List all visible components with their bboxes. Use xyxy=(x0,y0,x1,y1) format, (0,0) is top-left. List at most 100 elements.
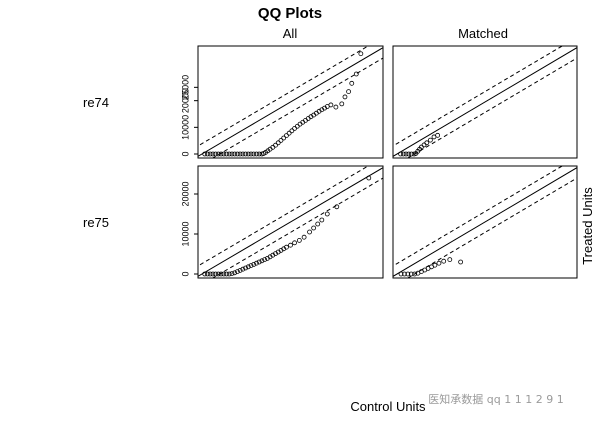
panel-re74-matched xyxy=(392,45,578,159)
qq-point xyxy=(342,94,348,100)
panel-frame xyxy=(197,165,384,279)
qq-point xyxy=(319,217,325,223)
qq-point xyxy=(421,142,427,148)
y-tick-label: 0 xyxy=(180,271,190,276)
qq-point xyxy=(234,151,240,157)
panel-frame xyxy=(197,45,384,159)
panel-plot-area xyxy=(393,46,577,158)
panel-plot-area xyxy=(393,166,577,278)
panel-group xyxy=(197,45,578,279)
qq-point xyxy=(346,89,351,94)
qq-point xyxy=(251,151,257,157)
qq-point xyxy=(207,151,213,157)
row-label-re75: re75 xyxy=(83,215,109,230)
qq-point xyxy=(205,271,210,277)
qq-point xyxy=(432,262,438,268)
qq-point xyxy=(221,271,227,277)
qq-point xyxy=(398,151,404,157)
column-label-all: All xyxy=(283,26,298,41)
qq-point xyxy=(324,211,330,217)
qq-point xyxy=(251,261,257,267)
qq-point xyxy=(262,257,268,263)
qq-point xyxy=(408,271,414,277)
y-tick-label: 25000 xyxy=(180,75,190,100)
qq-point xyxy=(248,151,254,157)
qq-point xyxy=(205,151,210,157)
qq-point xyxy=(409,151,414,157)
qq-point xyxy=(435,132,441,138)
qq-point xyxy=(349,80,355,86)
qq-point xyxy=(234,269,240,275)
qq-point xyxy=(256,259,262,265)
panel-re75-matched xyxy=(392,165,578,279)
qq-point xyxy=(218,271,224,277)
qq-point xyxy=(254,260,259,266)
qq-point xyxy=(412,271,418,277)
reference-line xyxy=(198,167,383,277)
qq-point xyxy=(229,151,235,157)
qq-point xyxy=(296,237,302,243)
qq-point xyxy=(215,151,221,157)
qq-point xyxy=(224,271,229,277)
y-tick-label: 10000 xyxy=(180,221,190,246)
y-tick-label: 0 xyxy=(180,151,190,156)
qq-point xyxy=(328,102,334,108)
qq-point xyxy=(213,151,219,157)
qq-point xyxy=(405,271,411,277)
qq-point xyxy=(406,151,412,157)
qq-point xyxy=(292,125,297,131)
qq-point xyxy=(256,151,262,157)
qq-point xyxy=(221,151,227,157)
y-axis-title: Treated Units xyxy=(580,187,595,265)
qq-point xyxy=(281,135,287,141)
qq-point xyxy=(278,137,284,143)
qq-point xyxy=(311,225,317,231)
qq-point xyxy=(215,271,221,277)
qq-point xyxy=(243,151,248,157)
qq-point xyxy=(436,260,442,266)
qq-point xyxy=(240,266,246,272)
column-label-matched: Matched xyxy=(458,26,508,41)
reference-line xyxy=(198,47,383,157)
lower-band-line xyxy=(406,57,577,158)
panel-plot-area xyxy=(198,166,383,278)
qq-point xyxy=(307,229,312,235)
qq-point xyxy=(210,151,216,157)
qq-point xyxy=(226,271,232,277)
qq-point xyxy=(288,242,293,248)
qq-point xyxy=(353,71,359,77)
reference-line xyxy=(393,167,577,277)
panel-re75-all xyxy=(197,165,384,279)
qq-point xyxy=(202,271,208,277)
qq-point xyxy=(403,151,409,157)
qq-point xyxy=(366,175,372,181)
qq-point xyxy=(289,128,295,134)
qq-point xyxy=(398,271,404,277)
qq-point xyxy=(202,151,208,157)
qq-point xyxy=(339,101,345,107)
qq-point xyxy=(232,151,238,157)
qq-point xyxy=(259,258,265,264)
lower-band-line xyxy=(211,177,383,278)
qq-point xyxy=(210,271,216,277)
qq-point xyxy=(400,151,406,157)
qq-point xyxy=(447,257,453,263)
qq-point xyxy=(240,151,246,157)
panel-frame xyxy=(392,45,578,159)
qq-point xyxy=(254,151,259,157)
x-axis-title: Control Units xyxy=(350,399,426,414)
qq-point xyxy=(334,204,340,210)
qq-point xyxy=(301,234,307,240)
qq-point xyxy=(284,244,289,250)
qq-point xyxy=(213,271,219,277)
qq-point xyxy=(245,151,251,157)
reference-line xyxy=(393,47,577,157)
qq-point xyxy=(237,151,243,157)
qq-point xyxy=(224,151,229,157)
qq-point xyxy=(294,123,300,129)
panel-plot-area xyxy=(198,46,383,158)
qq-point xyxy=(245,264,251,270)
qq-point xyxy=(218,151,224,157)
